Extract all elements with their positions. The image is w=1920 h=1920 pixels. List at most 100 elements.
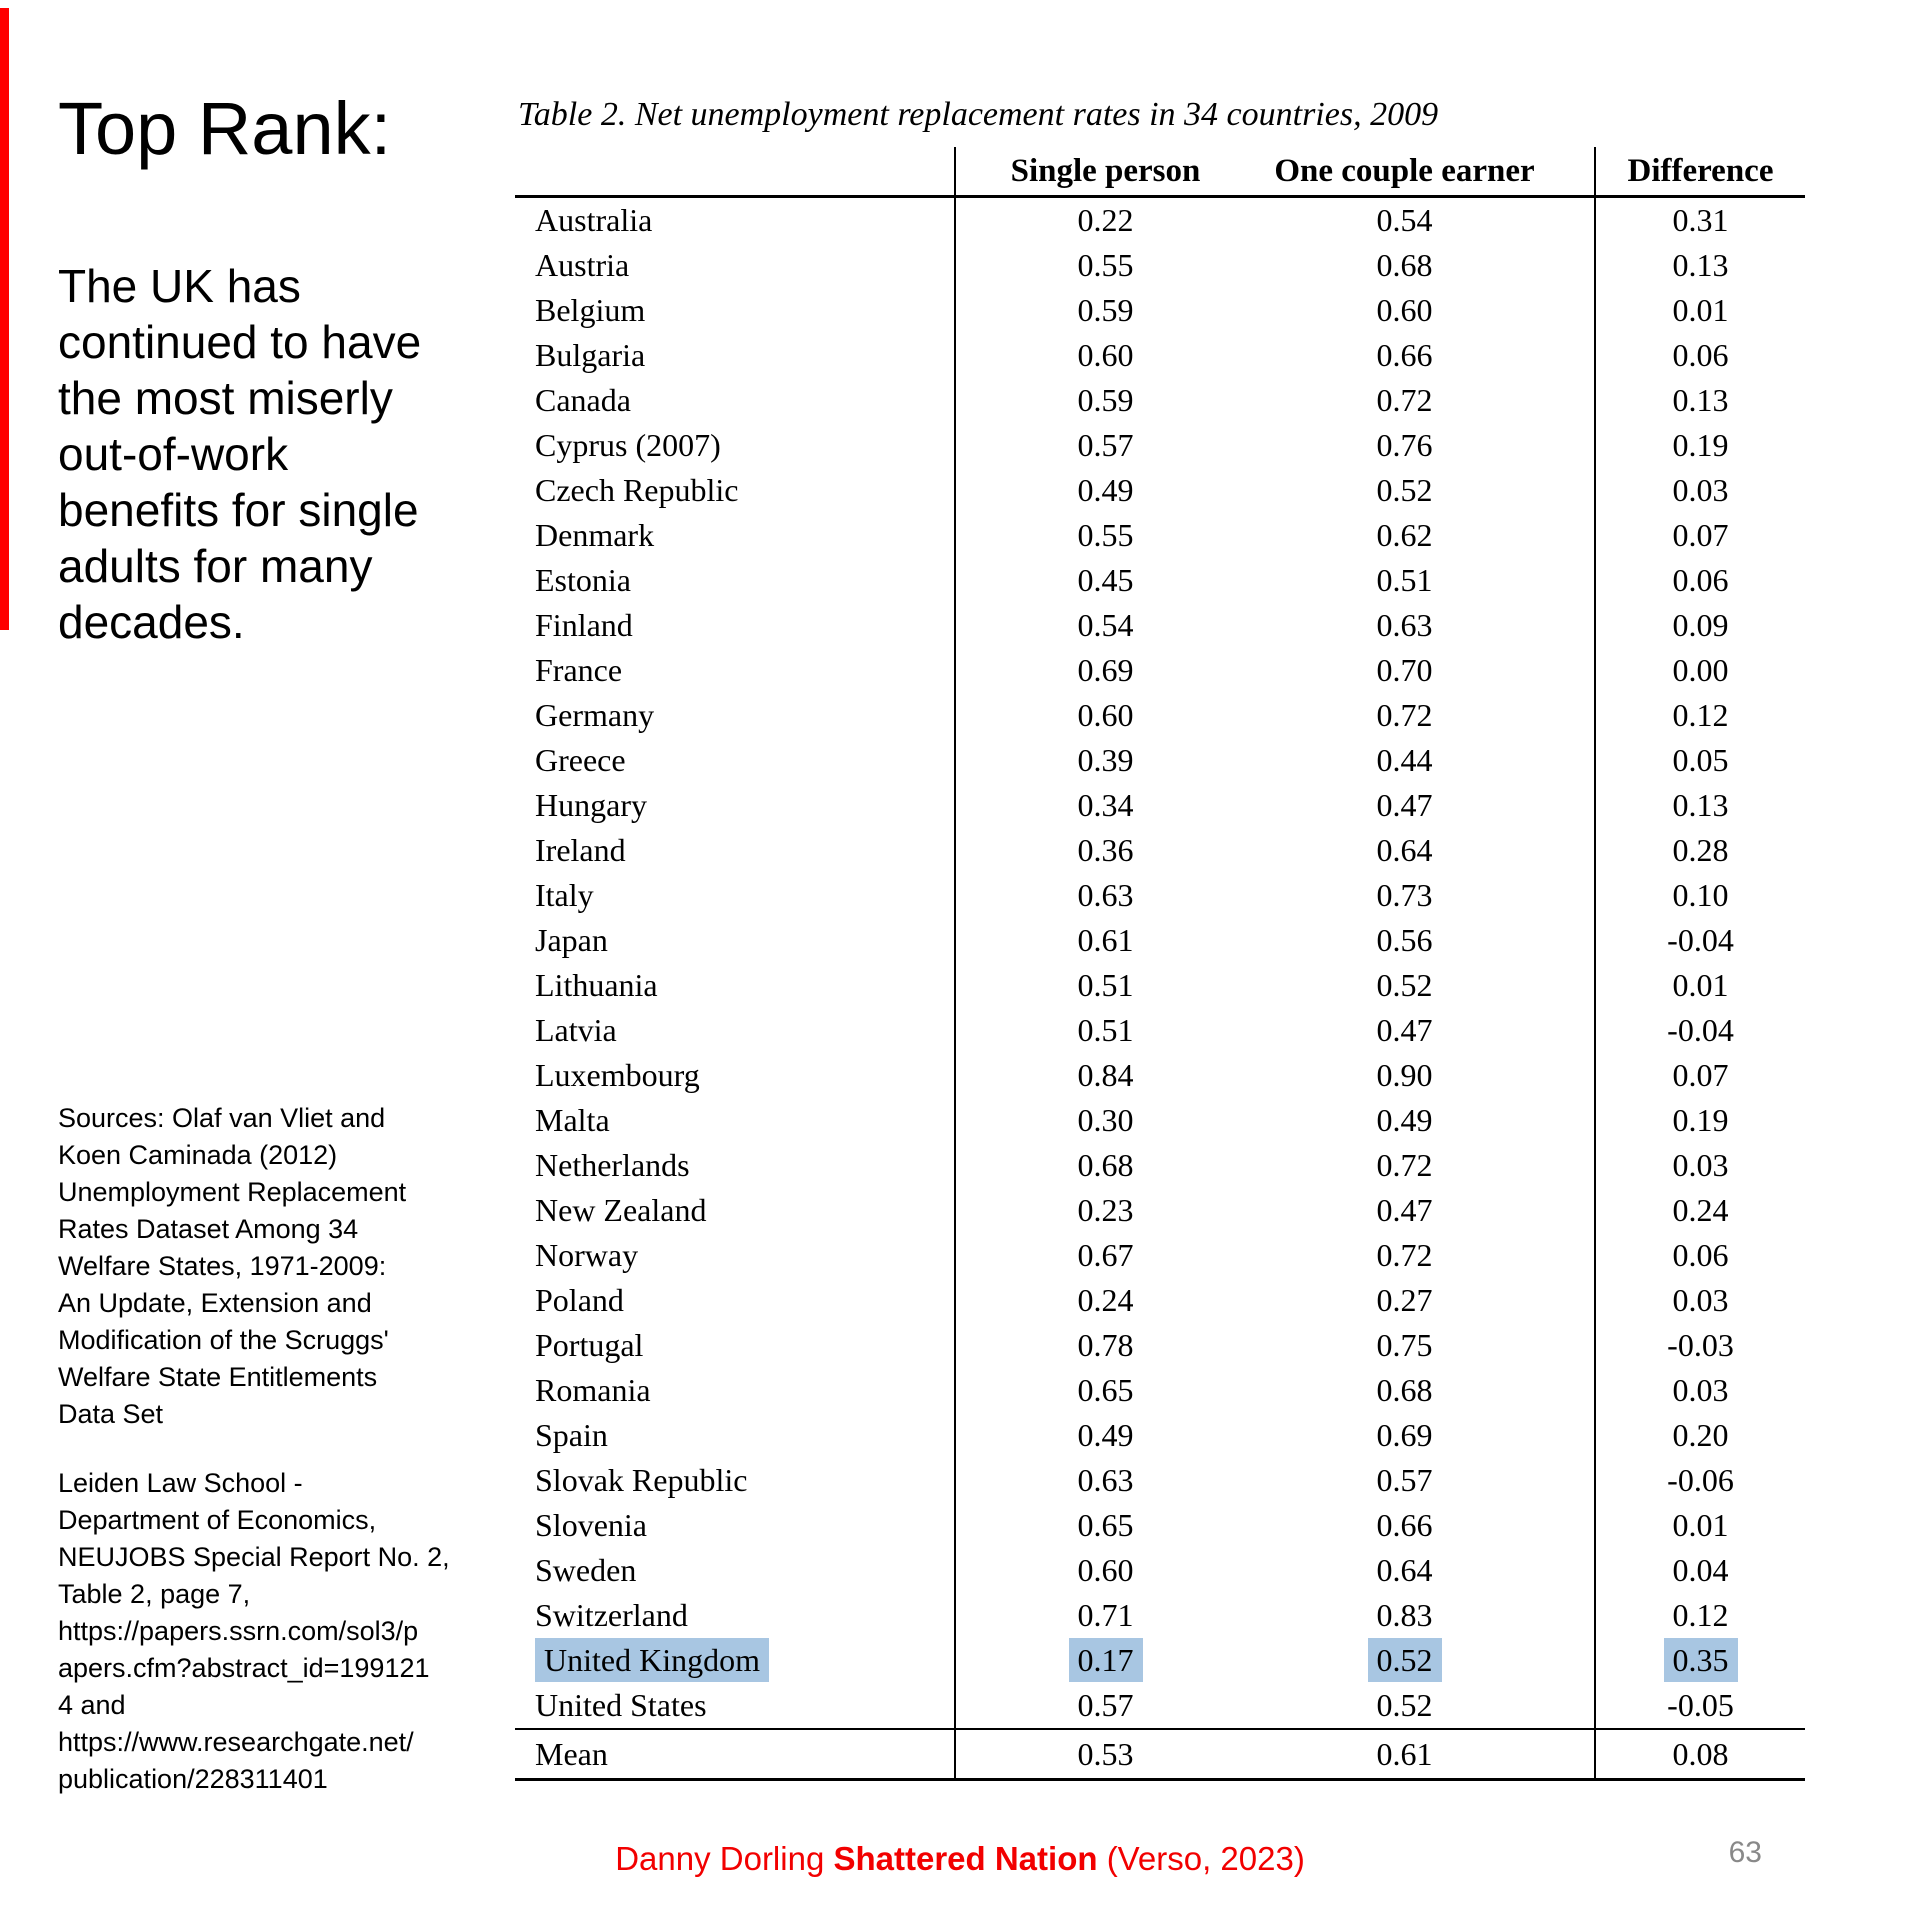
cell-difference: 0.03 — [1594, 1278, 1805, 1323]
cell-single-person: 0.65 — [954, 1503, 1255, 1548]
table-title: Table 2. Net unemployment replacement ra… — [518, 96, 1439, 133]
cell-difference: 0.19 — [1594, 1098, 1805, 1143]
cell-one-couple-earner: 0.68 — [1376, 1372, 1433, 1408]
cell-one-couple-earner: 0.47 — [1376, 1012, 1433, 1048]
table-row: New Zealand 0.23 0.47 0.24 — [515, 1188, 1805, 1233]
cell-country: Austria — [535, 247, 630, 283]
cell-single-person: 0.57 — [954, 423, 1255, 468]
cell-difference: 0.06 — [1594, 1233, 1805, 1278]
table-row: Austria 0.55 0.68 0.13 — [515, 243, 1805, 288]
footer-citation-prefix: Danny Dorling — [615, 1840, 834, 1877]
cell-single-person: 0.71 — [954, 1593, 1255, 1638]
table-row: Bulgaria 0.60 0.66 0.06 — [515, 333, 1805, 378]
table-row: Romania 0.65 0.68 0.03 — [515, 1368, 1805, 1413]
cell-difference: 0.09 — [1594, 603, 1805, 648]
table-row: Denmark 0.55 0.62 0.07 — [515, 513, 1805, 558]
cell-difference: 0.01 — [1594, 1503, 1805, 1548]
cell-single-person: 0.54 — [954, 603, 1255, 648]
cell-single-person: 0.17 — [954, 1638, 1255, 1683]
cell-one-couple-earner: 0.76 — [1376, 427, 1433, 463]
cell-single-person: 0.63 — [954, 873, 1255, 918]
cell-difference: -0.04 — [1594, 918, 1805, 963]
cell-country: Denmark — [535, 517, 655, 553]
cell-difference: 0.08 — [1594, 1728, 1805, 1780]
cell-single-person: 0.51 — [954, 963, 1255, 1008]
table-row: Germany 0.60 0.72 0.12 — [515, 693, 1805, 738]
cell-one-couple-earner: 0.68 — [1376, 247, 1433, 283]
table-row: Lithuania 0.51 0.52 0.01 — [515, 963, 1805, 1008]
cell-country: Malta — [535, 1102, 610, 1138]
cell-difference: 0.13 — [1594, 378, 1805, 423]
cell-difference: 0.00 — [1594, 648, 1805, 693]
cell-single-person: 0.45 — [954, 558, 1255, 603]
cell-country: Ireland — [535, 832, 626, 868]
cell-country: Spain — [535, 1417, 608, 1453]
cell-country: France — [535, 652, 623, 688]
cell-difference: 0.04 — [1594, 1548, 1805, 1593]
cell-country: United Kingdom — [515, 1638, 955, 1683]
cell-single-person: 0.51 — [954, 1008, 1255, 1053]
cell-country: Portugal — [535, 1327, 644, 1363]
table-row: Hungary 0.34 0.47 0.13 — [515, 783, 1805, 828]
cell-difference: 0.06 — [1594, 558, 1805, 603]
cell-country: Greece — [535, 742, 626, 778]
cell-difference: 0.12 — [1594, 693, 1805, 738]
table-row: Ireland 0.36 0.64 0.28 — [515, 828, 1805, 873]
cell-country: Luxembourg — [535, 1057, 700, 1093]
cell-country: Latvia — [535, 1012, 617, 1048]
cell-difference: 0.01 — [1594, 288, 1805, 333]
table-row: Malta 0.30 0.49 0.19 — [515, 1098, 1805, 1143]
table-row: Luxembourg 0.84 0.90 0.07 — [515, 1053, 1805, 1098]
cell-country: Belgium — [535, 292, 646, 328]
cell-single-person: 0.65 — [954, 1368, 1255, 1413]
header-one-couple-earner: One couple earner — [1255, 147, 1595, 198]
table-row: Australia 0.22 0.54 0.31 — [515, 196, 1805, 243]
cell-country: Sweden — [535, 1552, 637, 1588]
table-row: Japan 0.61 0.56 -0.04 — [515, 918, 1805, 963]
table-row: Latvia 0.51 0.47 -0.04 — [515, 1008, 1805, 1053]
cell-country: Poland — [535, 1282, 624, 1318]
cell-difference: 0.05 — [1594, 738, 1805, 783]
cell-one-couple-earner: 0.69 — [1376, 1417, 1433, 1453]
cell-difference: 0.35 — [1594, 1638, 1805, 1683]
cell-one-couple-earner: 0.64 — [1376, 832, 1433, 868]
cell-country: United States — [535, 1687, 707, 1723]
table-row: Portugal 0.78 0.75 -0.03 — [515, 1323, 1805, 1368]
table-row: United States 0.57 0.52 -0.05 — [515, 1683, 1805, 1729]
table-row: France 0.69 0.70 0.00 — [515, 648, 1805, 693]
table-row: Cyprus (2007) 0.57 0.76 0.19 — [515, 423, 1805, 468]
cell-country: Hungary — [535, 787, 647, 823]
cell-single-person: 0.84 — [954, 1053, 1255, 1098]
cell-difference: 0.19 — [1594, 423, 1805, 468]
cell-one-couple-earner: 0.56 — [1376, 922, 1433, 958]
cell-country: Slovenia — [535, 1507, 647, 1543]
cell-one-couple-earner: 0.66 — [1376, 337, 1433, 373]
cell-one-couple-earner: 0.62 — [1376, 517, 1433, 553]
table-row: Poland 0.24 0.27 0.03 — [515, 1278, 1805, 1323]
header-single-person: Single person — [954, 147, 1255, 198]
cell-single-person: 0.78 — [954, 1323, 1255, 1368]
cell-single-person: 0.55 — [954, 243, 1255, 288]
cell-one-couple-earner: 0.70 — [1376, 652, 1433, 688]
cell-single-person: 0.49 — [954, 468, 1255, 513]
cell-single-person: 0.68 — [954, 1143, 1255, 1188]
cell-one-couple-earner: 0.83 — [1376, 1597, 1433, 1633]
cell-one-couple-earner: 0.54 — [1376, 202, 1433, 238]
cell-single-person: 0.60 — [954, 693, 1255, 738]
cell-country: New Zealand — [535, 1192, 707, 1228]
cell-one-couple-earner: 0.72 — [1376, 1147, 1433, 1183]
cell-difference: -0.03 — [1594, 1323, 1805, 1368]
cell-one-couple-earner: 0.51 — [1376, 562, 1433, 598]
book-title: Shattered Nation — [833, 1840, 1098, 1877]
cell-difference: -0.06 — [1594, 1458, 1805, 1503]
table-row: Sweden 0.60 0.64 0.04 — [515, 1548, 1805, 1593]
cell-single-person: 0.55 — [954, 513, 1255, 558]
cell-single-person: 0.30 — [954, 1098, 1255, 1143]
cell-one-couple-earner: 0.27 — [1376, 1282, 1433, 1318]
cell-difference: 0.31 — [1594, 196, 1805, 243]
table-row: Estonia 0.45 0.51 0.06 — [515, 558, 1805, 603]
table-row: United Kingdom 0.17 0.52 0.35 — [515, 1638, 1805, 1683]
cell-difference: 0.07 — [1594, 1053, 1805, 1098]
cell-one-couple-earner: 0.52 — [1255, 1638, 1595, 1683]
cell-country: Slovak Republic — [535, 1462, 748, 1498]
